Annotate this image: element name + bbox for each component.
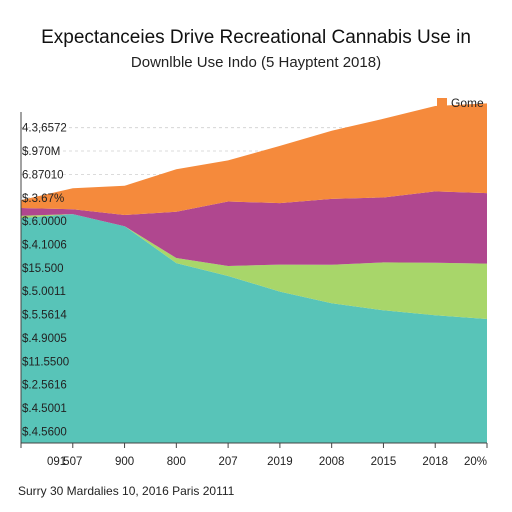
y-tick-label: 6.87010 [22,169,64,181]
x-tick-label: 2015 [371,456,397,468]
x-tick-label: 207 [219,456,238,468]
y-tick-label: $.2.5616 [22,380,67,392]
y-tick-label: $.4.5001 [22,403,67,415]
legend-label: Gome [451,96,484,110]
x-tick-label: 2019 [267,456,293,468]
area-series-3 [21,191,487,266]
y-tick-label: $.5.5614 [22,310,67,322]
x-tick-label: 2008 [319,456,345,468]
x-tick-label: 20% [464,456,487,468]
y-tick-label: $.4.1006 [22,239,67,251]
y-tick-label: $.970M [22,146,60,158]
y-tick-label: $15.500 [22,263,64,275]
y-tick-label: $.3.67% [22,193,64,205]
x-tick-label: 900 [115,456,134,468]
area-series-2 [21,214,487,319]
chart-title: Expectanceies Drive Recreational Cannabi… [41,27,471,48]
x-tick-label: 800 [167,456,186,468]
chart-subtitle: Downlble Use Indo (5 Hayptent 2018) [130,54,382,71]
x-tick-label: 2018 [422,456,448,468]
y-tick-label: $.4.9005 [22,333,67,345]
y-tick-label: $.6.0000 [22,216,67,228]
y-tick-label: $.4.5600 [22,426,67,438]
source-note: Surry 30 Mardalies 10, 2016 Paris 20111 [18,484,235,498]
x-tick-label: 507 [63,456,82,468]
area-series-4 [21,103,487,215]
legend-swatch [437,98,447,108]
y-tick-label: $.5.0011 [22,286,66,298]
area-series-1 [21,214,487,443]
y-tick-label: 4.3,6572 [22,123,67,135]
x-tick-label: 091 [47,456,66,468]
y-tick-label: $11.5500 [22,356,69,368]
